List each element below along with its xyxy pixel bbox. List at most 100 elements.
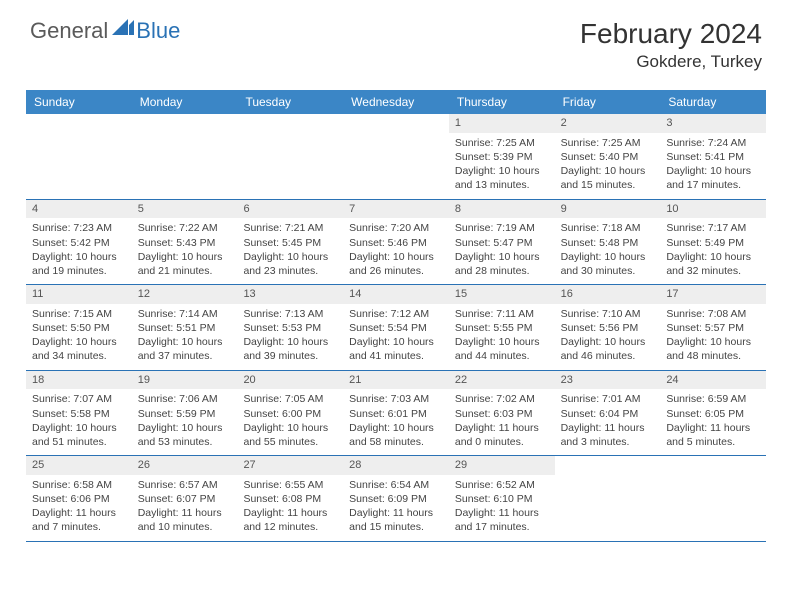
day-content: Sunrise: 7:25 AMSunset: 5:39 PMDaylight:…	[449, 133, 555, 199]
weekday-header-cell: Monday	[132, 90, 238, 114]
day-cell: 4Sunrise: 7:23 AMSunset: 5:42 PMDaylight…	[26, 200, 132, 285]
sunrise-text: Sunrise: 7:19 AM	[455, 221, 549, 235]
header: General Blue February 2024 Gokdere, Turk…	[0, 0, 792, 82]
empty-day-cell	[237, 114, 343, 199]
day-cell: 21Sunrise: 7:03 AMSunset: 6:01 PMDayligh…	[343, 371, 449, 456]
daylight-text: and 3 minutes.	[561, 435, 655, 449]
daylight-text: Daylight: 10 hours	[666, 250, 760, 264]
day-number: 2	[555, 114, 661, 133]
sunrise-text: Sunrise: 6:55 AM	[243, 478, 337, 492]
day-content: Sunrise: 6:52 AMSunset: 6:10 PMDaylight:…	[449, 475, 555, 541]
daylight-text: Daylight: 10 hours	[455, 250, 549, 264]
logo-text-2: Blue	[136, 18, 180, 44]
daylight-text: Daylight: 10 hours	[666, 164, 760, 178]
sunrise-text: Sunrise: 7:20 AM	[349, 221, 443, 235]
daylight-text: Daylight: 11 hours	[243, 506, 337, 520]
day-number: 11	[26, 285, 132, 304]
day-cell: 23Sunrise: 7:01 AMSunset: 6:04 PMDayligh…	[555, 371, 661, 456]
weekday-header-row: SundayMondayTuesdayWednesdayThursdayFrid…	[26, 90, 766, 114]
daylight-text: Daylight: 10 hours	[138, 335, 232, 349]
sunset-text: Sunset: 6:06 PM	[32, 492, 126, 506]
sunrise-text: Sunrise: 7:23 AM	[32, 221, 126, 235]
day-content: Sunrise: 7:07 AMSunset: 5:58 PMDaylight:…	[26, 389, 132, 455]
day-content: Sunrise: 7:15 AMSunset: 5:50 PMDaylight:…	[26, 304, 132, 370]
daylight-text: Daylight: 10 hours	[349, 335, 443, 349]
day-content: Sunrise: 7:02 AMSunset: 6:03 PMDaylight:…	[449, 389, 555, 455]
day-number: 1	[449, 114, 555, 133]
empty-day-cell	[343, 114, 449, 199]
day-number: 15	[449, 285, 555, 304]
daylight-text: Daylight: 10 hours	[138, 250, 232, 264]
daylight-text: and 32 minutes.	[666, 264, 760, 278]
day-number: 28	[343, 456, 449, 475]
daylight-text: Daylight: 10 hours	[561, 164, 655, 178]
sunrise-text: Sunrise: 7:13 AM	[243, 307, 337, 321]
sunrise-text: Sunrise: 7:21 AM	[243, 221, 337, 235]
calendar: SundayMondayTuesdayWednesdayThursdayFrid…	[26, 90, 766, 542]
daylight-text: Daylight: 10 hours	[455, 335, 549, 349]
day-content: Sunrise: 7:03 AMSunset: 6:01 PMDaylight:…	[343, 389, 449, 455]
sunrise-text: Sunrise: 6:54 AM	[349, 478, 443, 492]
sunrise-text: Sunrise: 7:08 AM	[666, 307, 760, 321]
daylight-text: Daylight: 10 hours	[561, 250, 655, 264]
sunset-text: Sunset: 5:47 PM	[455, 236, 549, 250]
day-content: Sunrise: 7:17 AMSunset: 5:49 PMDaylight:…	[660, 218, 766, 284]
day-cell: 3Sunrise: 7:24 AMSunset: 5:41 PMDaylight…	[660, 114, 766, 199]
daylight-text: and 58 minutes.	[349, 435, 443, 449]
day-cell: 14Sunrise: 7:12 AMSunset: 5:54 PMDayligh…	[343, 285, 449, 370]
daylight-text: and 7 minutes.	[32, 520, 126, 534]
day-cell: 16Sunrise: 7:10 AMSunset: 5:56 PMDayligh…	[555, 285, 661, 370]
logo: General Blue	[30, 18, 180, 44]
day-number: 22	[449, 371, 555, 390]
page-title: February 2024	[580, 18, 762, 50]
sunrise-text: Sunrise: 6:58 AM	[32, 478, 126, 492]
sunrise-text: Sunrise: 6:57 AM	[138, 478, 232, 492]
daylight-text: and 26 minutes.	[349, 264, 443, 278]
day-content: Sunrise: 6:55 AMSunset: 6:08 PMDaylight:…	[237, 475, 343, 541]
daylight-text: and 37 minutes.	[138, 349, 232, 363]
day-number: 17	[660, 285, 766, 304]
day-cell: 12Sunrise: 7:14 AMSunset: 5:51 PMDayligh…	[132, 285, 238, 370]
day-number: 16	[555, 285, 661, 304]
day-content: Sunrise: 7:20 AMSunset: 5:46 PMDaylight:…	[343, 218, 449, 284]
day-content: Sunrise: 7:22 AMSunset: 5:43 PMDaylight:…	[132, 218, 238, 284]
day-cell: 29Sunrise: 6:52 AMSunset: 6:10 PMDayligh…	[449, 456, 555, 541]
empty-day-cell	[26, 114, 132, 199]
day-number: 18	[26, 371, 132, 390]
sunset-text: Sunset: 5:42 PM	[32, 236, 126, 250]
day-number: 26	[132, 456, 238, 475]
daylight-text: Daylight: 10 hours	[243, 335, 337, 349]
sunset-text: Sunset: 6:08 PM	[243, 492, 337, 506]
daylight-text: Daylight: 10 hours	[138, 421, 232, 435]
sunrise-text: Sunrise: 7:18 AM	[561, 221, 655, 235]
day-number: 4	[26, 200, 132, 219]
sunset-text: Sunset: 5:48 PM	[561, 236, 655, 250]
sunrise-text: Sunrise: 7:12 AM	[349, 307, 443, 321]
sunset-text: Sunset: 5:50 PM	[32, 321, 126, 335]
day-number: 13	[237, 285, 343, 304]
weekday-header-cell: Thursday	[449, 90, 555, 114]
day-cell: 11Sunrise: 7:15 AMSunset: 5:50 PMDayligh…	[26, 285, 132, 370]
day-content: Sunrise: 7:19 AMSunset: 5:47 PMDaylight:…	[449, 218, 555, 284]
sunrise-text: Sunrise: 7:14 AM	[138, 307, 232, 321]
daylight-text: and 48 minutes.	[666, 349, 760, 363]
sunset-text: Sunset: 5:59 PM	[138, 407, 232, 421]
daylight-text: and 15 minutes.	[349, 520, 443, 534]
daylight-text: and 44 minutes.	[455, 349, 549, 363]
sunrise-text: Sunrise: 7:07 AM	[32, 392, 126, 406]
sunset-text: Sunset: 5:57 PM	[666, 321, 760, 335]
week-row: 25Sunrise: 6:58 AMSunset: 6:06 PMDayligh…	[26, 456, 766, 542]
week-row: 1Sunrise: 7:25 AMSunset: 5:39 PMDaylight…	[26, 114, 766, 200]
day-cell: 13Sunrise: 7:13 AMSunset: 5:53 PMDayligh…	[237, 285, 343, 370]
daylight-text: and 15 minutes.	[561, 178, 655, 192]
empty-day-cell	[555, 456, 661, 541]
day-cell: 8Sunrise: 7:19 AMSunset: 5:47 PMDaylight…	[449, 200, 555, 285]
weekday-header-cell: Saturday	[660, 90, 766, 114]
day-content: Sunrise: 7:25 AMSunset: 5:40 PMDaylight:…	[555, 133, 661, 199]
sunset-text: Sunset: 5:41 PM	[666, 150, 760, 164]
day-cell: 15Sunrise: 7:11 AMSunset: 5:55 PMDayligh…	[449, 285, 555, 370]
day-cell: 1Sunrise: 7:25 AMSunset: 5:39 PMDaylight…	[449, 114, 555, 199]
sunset-text: Sunset: 5:39 PM	[455, 150, 549, 164]
day-cell: 2Sunrise: 7:25 AMSunset: 5:40 PMDaylight…	[555, 114, 661, 199]
daylight-text: Daylight: 10 hours	[349, 421, 443, 435]
